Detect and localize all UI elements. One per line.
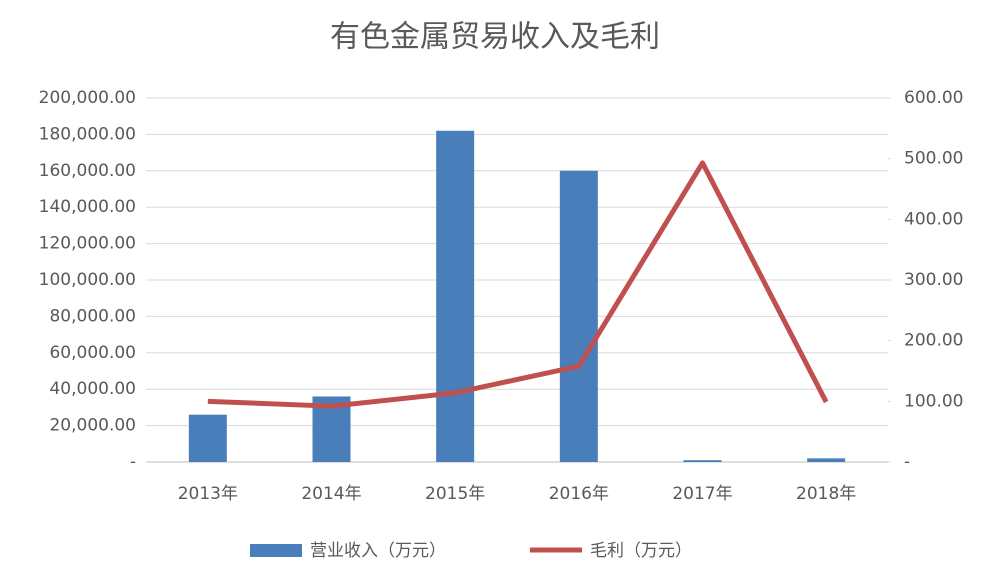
- y-tick-label: -: [130, 452, 136, 472]
- y-tick-label: 180,000.00: [39, 124, 136, 144]
- y-tick-label: 120,000.00: [39, 234, 136, 254]
- y-tick-label: 40,000.00: [49, 379, 136, 399]
- legend-label: 毛利（万元）: [590, 541, 692, 561]
- legend-swatch: [250, 544, 302, 557]
- bar: [559, 170, 598, 463]
- bar: [807, 458, 846, 462]
- y2-tick-label: -: [904, 452, 910, 472]
- y-tick-label: 60,000.00: [49, 343, 136, 363]
- x-tick-label: 2018年: [796, 484, 856, 504]
- y2-tick-label: 500.00: [904, 149, 963, 169]
- y-tick-label: 160,000.00: [39, 161, 136, 181]
- bar: [436, 130, 475, 462]
- x-tick-label: 2015年: [425, 484, 485, 504]
- y2-tick-label: 600.00: [904, 88, 963, 108]
- y-tick-label: 20,000.00: [49, 416, 136, 436]
- line: [207, 160, 829, 409]
- x-tick-label: 2014年: [301, 484, 361, 504]
- y-tick-label: 80,000.00: [49, 306, 136, 326]
- bar: [188, 414, 227, 462]
- x-tick-label: 2016年: [549, 484, 609, 504]
- y2-tick-label: 300.00: [904, 270, 963, 290]
- y-tick-label: 100,000.00: [39, 270, 136, 290]
- bar: [683, 460, 722, 462]
- x-tick-label: 2017年: [672, 484, 732, 504]
- x-tick-label: 2013年: [178, 484, 238, 504]
- chart-title: 有色金属贸易收入及毛利: [330, 20, 660, 55]
- y2-tick-label: 200.00: [904, 331, 963, 351]
- y2-tick-label: 100.00: [904, 391, 963, 411]
- y-tick-label: 140,000.00: [39, 197, 136, 217]
- legend-label: 营业收入（万元）: [310, 541, 446, 561]
- y-tick-label: 200,000.00: [39, 88, 136, 108]
- y2-tick-label: 400.00: [904, 209, 963, 229]
